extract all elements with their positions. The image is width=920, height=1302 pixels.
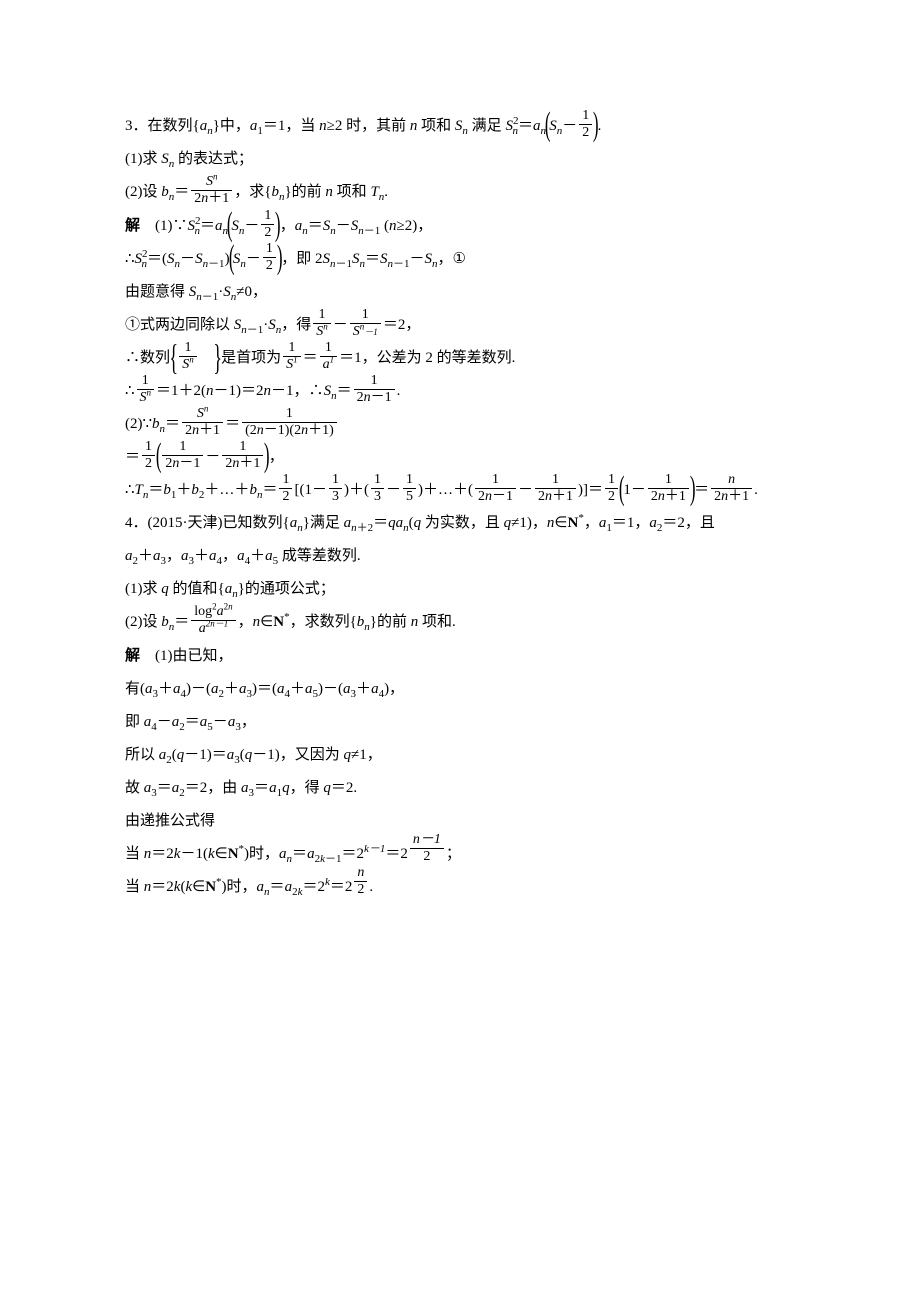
problem-3-part-2: (2)设 bn＝Sn2n＋1，求{bn}的前 n 项和 Tn. (125, 176, 795, 209)
problem-4-solution-line-1: 解 (1)由已知， (125, 639, 795, 673)
problem-3-solution-line-7: (2)∵bn＝Sn2n＋1＝1(2n－1)(2n＋1) (125, 408, 795, 441)
solution-label: 解 (125, 217, 140, 234)
problem-3-solution-line-9: ∴Tn＝b1＋b2＋…＋bn＝12[(1－13)＋(13－15)＋…＋(12n－… (125, 474, 795, 507)
problem-3-solution-line-2: ∴S2n＝(Sn－Sn－1)(Sn－12)，即 2Sn－1Sn＝Sn－1－Sn，… (125, 243, 795, 276)
problem-4-part-2: (2)设 bn＝log2a2na2n－1，n∈N*，求数列{bn}的前 n 项和… (125, 606, 795, 639)
problem-4-stem-1: 4．(2015·天津)已知数列{an}满足 an＋2＝qan(q 为实数，且 q… (125, 507, 795, 540)
problem-4-stem-2: a2＋a3，a3＋a4，a4＋a5 成等差数列. (125, 540, 795, 573)
problem-4-solution-line-3: 即 a4－a2＝a5－a3， (125, 706, 795, 739)
problem-3-solution-line-5: ∴数列{1Sn }是首项为1S1＝1a1＝1，公差为 2 的等差数列. (125, 342, 795, 375)
solution-label: 解 (125, 647, 140, 664)
problem-4-solution-line-6: 由递推公式得 (125, 805, 795, 838)
problem-3-solution-line-3: 由题意得 Sn－1·Sn≠0， (125, 276, 795, 309)
problem-4-solution-line-4: 所以 a2(q－1)＝a3(q－1)，又因为 q≠1， (125, 739, 795, 772)
problem-4-solution-line-2: 有(a3＋a4)－(a2＋a3)＝(a4＋a5)－(a3＋a4)， (125, 673, 795, 706)
page-content: 3．在数列{an}中，a1＝1，当 n≥2 时，其前 n 项和 Sn 满足 S2… (0, 0, 920, 964)
problem-3-part-1: (1)求 Sn 的表达式； (125, 143, 795, 176)
problem-3-solution-line-1: 解 (1)∵S2n＝an(Sn－12)，an＝Sn－Sn－1 (n≥2)， (125, 209, 795, 243)
problem-4-solution-line-8: 当 n＝2k(k∈N*)时，an＝a2k＝2k＝2n2. (125, 871, 795, 904)
problem-3-solution-line-6: ∴1Sn＝1＋2(n－1)＝2n－1，∴Sn＝12n－1. (125, 375, 795, 408)
problem-4-solution-line-7: 当 n＝2k－1(k∈N*)时，an＝a2k－1＝2k－1＝2n－12； (125, 838, 795, 871)
problem-3-stem: 3．在数列{an}中，a1＝1，当 n≥2 时，其前 n 项和 Sn 满足 S2… (125, 110, 795, 143)
problem-4-solution-line-5: 故 a3＝a2＝2，由 a3＝a1q，得 q＝2. (125, 772, 795, 805)
problem-3-solution-line-4: ①式两边同除以 Sn－1·Sn，得1Sn－1Sn－1＝2， (125, 309, 795, 342)
